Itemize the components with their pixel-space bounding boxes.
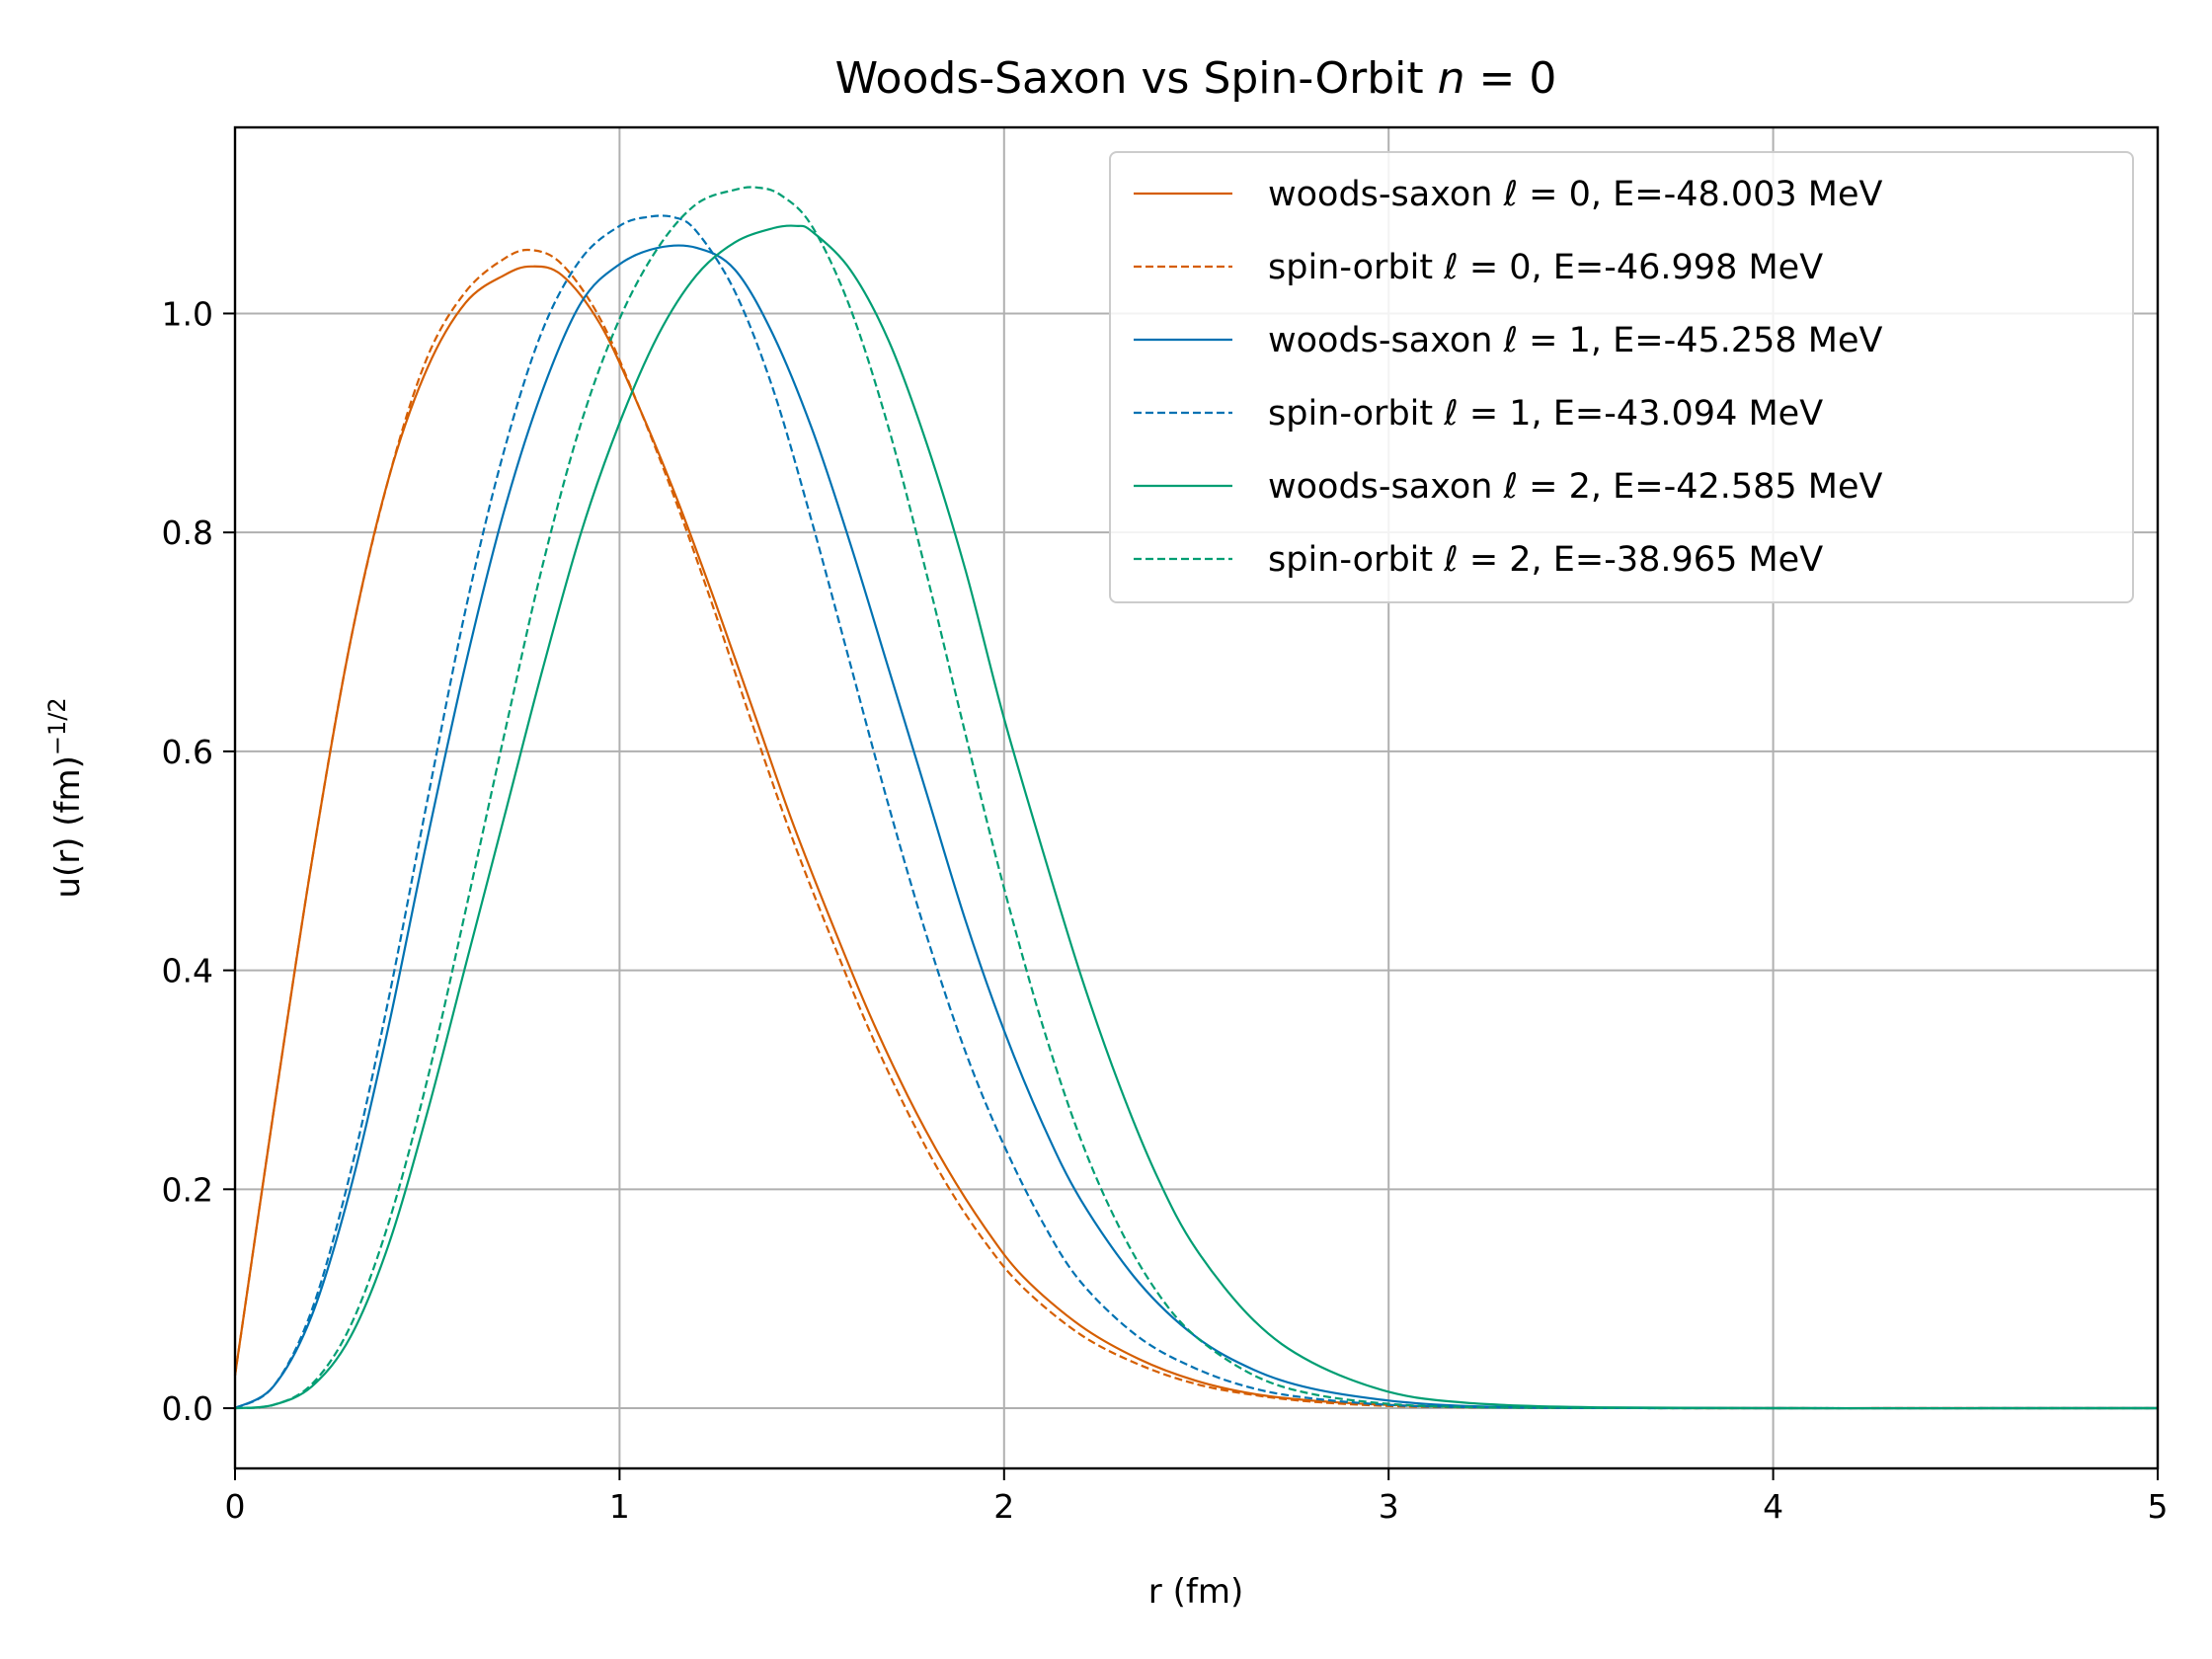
series-layer	[233, 186, 2159, 1410]
legend-label-1: spin-orbit ℓ = 0, E=-46.998 MeV	[1268, 248, 1823, 287]
x-tick-label: 2	[993, 1487, 1014, 1526]
series-line-2	[234, 244, 2158, 1410]
chart-title: Woods-Saxon vs Spin-Orbit n = 0	[835, 53, 1557, 104]
y-tick-label: 1.0	[162, 294, 213, 333]
legend-label-0: woods-saxon ℓ = 0, E=-48.003 MeV	[1268, 175, 1883, 214]
y-tick-label: 0.6	[162, 733, 213, 771]
series-line-4	[234, 224, 2159, 1410]
x-tick-label: 0	[225, 1487, 246, 1526]
y-tick-label: 0.0	[162, 1389, 213, 1428]
legend-label-4: woods-saxon ℓ = 2, E=-42.585 MeV	[1268, 467, 1883, 507]
legend: woods-saxon ℓ = 0, E=-48.003 MeV spin-orb…	[1109, 151, 2134, 603]
y-tick-label: 0.4	[162, 952, 213, 990]
legend-label-3: spin-orbit ℓ = 1, E=-43.094 MeV	[1268, 394, 1823, 434]
legend-label-2: woods-saxon ℓ = 1, E=-45.258 MeV	[1268, 321, 1883, 360]
series-line-5	[234, 186, 2159, 1410]
x-tick-label: 1	[609, 1487, 630, 1526]
y-axis-label: u(r) (fm)−1/2	[43, 697, 88, 898]
y-tick-label: 0.2	[162, 1170, 213, 1209]
legend-label-5: spin-orbit ℓ = 2, E=-38.965 MeV	[1268, 540, 1823, 580]
plot-frame	[233, 125, 2160, 1470]
x-tick-label: 3	[1379, 1487, 1399, 1526]
x-tick-label: 4	[1763, 1487, 1783, 1526]
x-tick-label: 5	[2148, 1487, 2169, 1526]
x-axis-label: r (fm)	[1148, 1572, 1243, 1612]
ticks: 0 1 2 3 4 5 0.0 0.2 0.4 0.6 0.8 1.0	[162, 294, 2169, 1526]
y-tick-label: 0.8	[162, 514, 213, 552]
series-line-3	[234, 214, 2159, 1410]
legend-box	[1109, 151, 2134, 603]
